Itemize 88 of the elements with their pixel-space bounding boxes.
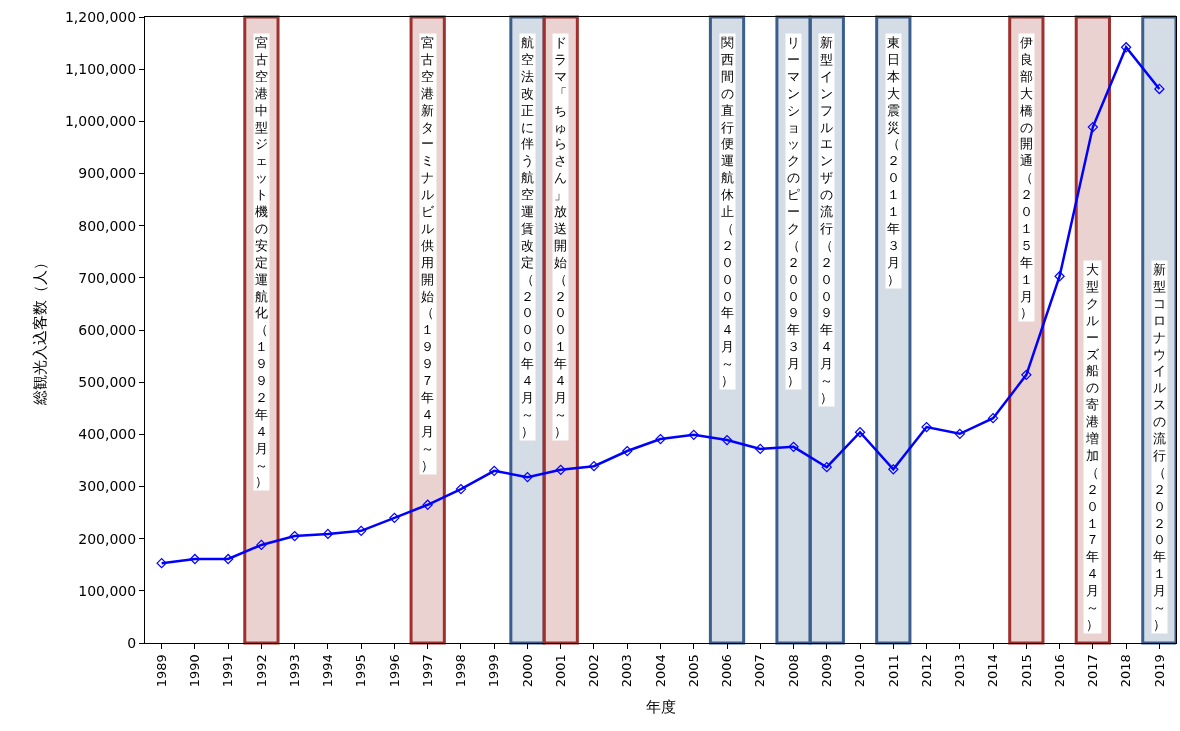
x-tick-label: 1996 — [386, 654, 402, 688]
point — [1087, 121, 1098, 133]
point — [688, 429, 699, 441]
point — [721, 434, 733, 446]
point — [854, 427, 866, 438]
x-tick-label: 2015 — [1018, 654, 1034, 688]
x-tick-label: 2007 — [752, 654, 768, 688]
point — [1054, 271, 1065, 282]
x-tick-label: 1999 — [486, 654, 502, 688]
point — [888, 464, 899, 475]
point — [588, 461, 600, 472]
y-tick-label: 1,100,000 — [64, 61, 137, 78]
x-tick-label: 2001 — [552, 654, 568, 688]
y-tick-label: 500,000 — [78, 374, 137, 391]
x-tick-label: 2008 — [785, 654, 801, 688]
point — [389, 512, 400, 523]
point — [189, 553, 201, 565]
point — [455, 483, 467, 495]
x-axis-title: 年度 — [645, 698, 676, 717]
point — [223, 553, 234, 565]
x-tick-label: 1998 — [453, 654, 469, 688]
point — [522, 471, 533, 483]
text: 宮古空港新ターミナルビル供用開始（１９９７年４月～） — [421, 35, 434, 473]
point — [655, 433, 666, 445]
point — [755, 443, 766, 455]
x-tick-label: 2002 — [586, 654, 602, 688]
point — [489, 465, 500, 476]
point — [788, 441, 799, 452]
point — [821, 462, 832, 473]
x-tick-label: 2004 — [652, 654, 668, 688]
y-tick-label: 900,000 — [78, 165, 137, 182]
text: 新型インフルエンザの流行（２００９年４月～） — [820, 35, 833, 405]
x-tick-label: 2019 — [1151, 654, 1167, 688]
x-tick-label: 2016 — [1051, 654, 1067, 688]
point — [921, 421, 932, 433]
point — [322, 528, 334, 540]
x-tick-label: 1990 — [187, 654, 203, 688]
x-tick-label: 1993 — [286, 654, 302, 688]
x-tick-label: 2005 — [685, 654, 701, 688]
point — [987, 413, 999, 424]
text: 宮古空港中型ジェット機の安定運航化（１９９２年４月～） — [255, 35, 268, 490]
y-tick-label: 100,000 — [78, 582, 137, 599]
point — [622, 445, 633, 457]
point — [1120, 42, 1132, 53]
text: リーマンショックのピーク（２００９年３月） — [787, 35, 800, 388]
x-tick-label: 1989 — [153, 654, 169, 688]
x-tick-label: 2000 — [519, 654, 535, 688]
y-tick-label: 800,000 — [78, 217, 137, 234]
point — [555, 464, 566, 475]
x-tick-label: 2012 — [918, 654, 934, 688]
y-tick-label: 0 — [127, 634, 137, 651]
y-tick-label: 1,200,000 — [64, 8, 137, 25]
x-tick-label: 2014 — [985, 654, 1001, 688]
x-tick-label: 2011 — [885, 654, 901, 688]
y-tick-label: 600,000 — [78, 321, 137, 338]
text: 大型クルーズ船の寄港増加（２０１７年４月～） — [1086, 262, 1099, 632]
x-tick-label: 2003 — [619, 654, 635, 688]
text: 関西間の直行便運航休止（２０００年４月～） — [721, 35, 734, 388]
x-tick-label: 2013 — [952, 654, 968, 688]
point — [954, 428, 965, 439]
x-tick-label: 2010 — [852, 654, 868, 688]
point — [289, 530, 300, 542]
x-tick-label: 2017 — [1085, 654, 1101, 688]
x-tick-label: 2009 — [819, 654, 835, 688]
x-tick-label: 2006 — [719, 654, 735, 688]
text: 東日本大震災（２０１１年３月） — [887, 35, 900, 287]
y-tick-label: 700,000 — [78, 269, 137, 286]
y-tick-label: 200,000 — [78, 530, 137, 547]
point — [1154, 83, 1165, 95]
x-tick-label: 1991 — [220, 654, 236, 688]
point — [156, 558, 167, 569]
point — [422, 499, 433, 510]
x-tick-label: 1992 — [253, 654, 269, 688]
text: 航空法改正に伴う航空運賃改定（２０００年４月～） — [521, 35, 534, 439]
y-tick-label: 300,000 — [78, 478, 137, 495]
point — [1021, 369, 1032, 381]
y-tick-label: 1,000,000 — [64, 113, 137, 130]
x-tick-label: 1997 — [419, 654, 435, 688]
text: 伊良部大橋の開通（２０１５年１月） — [1020, 35, 1033, 321]
point — [356, 525, 367, 536]
text: 新型コロナウイルスの流行（２０２０年１月～） — [1153, 262, 1166, 632]
x-tick-label: 2018 — [1118, 654, 1134, 688]
x-tick-label: 1995 — [353, 654, 369, 688]
point — [256, 539, 267, 551]
y-axis-title: 総観光入込客数（人） — [31, 255, 50, 406]
text: ドラマ「ちゅらさん」放送開始（２００１年４月～） — [554, 35, 567, 439]
y-tick-label: 400,000 — [78, 426, 137, 443]
x-tick-label: 1994 — [320, 654, 336, 688]
